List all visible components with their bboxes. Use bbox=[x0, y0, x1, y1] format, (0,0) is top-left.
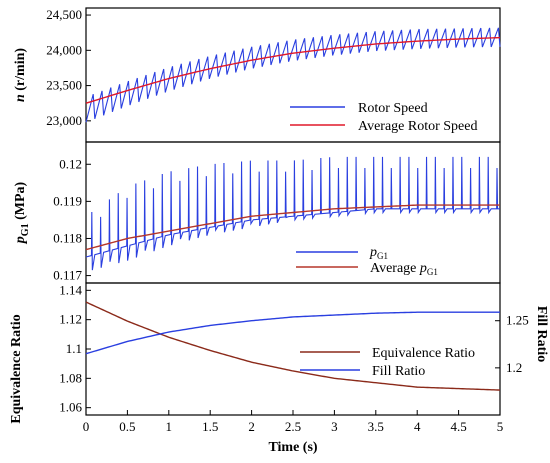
bottom-right-ytick-label: 1.2 bbox=[506, 360, 522, 375]
rotor-speed-series-line bbox=[85, 27, 501, 123]
middle-y-label-subscript: G1 bbox=[20, 223, 31, 236]
top-y-label-rest: (r/min) bbox=[13, 48, 28, 95]
middle-y-label-italic: p bbox=[13, 236, 28, 244]
x-tick-label: 1 bbox=[166, 419, 173, 434]
legend-pressure-label: pG1 bbox=[369, 245, 388, 261]
equivalence-ratio-series-line bbox=[85, 301, 501, 391]
top-y-label-italic: n bbox=[13, 94, 28, 102]
legend-average-pressure-subscript: G1 bbox=[427, 267, 438, 277]
legend-rotor-speed-label: Rotor Speed bbox=[358, 101, 428, 116]
x-tick-label: 4.5 bbox=[450, 419, 466, 434]
top-ytick-label: 23,000 bbox=[46, 113, 82, 128]
middle-ytick-label: 0.12 bbox=[59, 156, 82, 171]
bottom-ytick-label: 1.08 bbox=[59, 370, 82, 385]
x-axis-label: Time (s) bbox=[268, 440, 317, 455]
average-rotor-speed-series-line bbox=[85, 36, 501, 104]
legend-pressure-italic: p bbox=[369, 245, 377, 260]
bottom-ytick-label: 1.14 bbox=[59, 282, 82, 297]
top-ytick-label: 23,500 bbox=[46, 78, 82, 93]
x-tick-label: 0 bbox=[83, 419, 90, 434]
x-tick-label: 3 bbox=[331, 419, 338, 434]
rotor-speed-panel: 23,000 23,500 24,000 24,500 n (r/min) Rotor S… bbox=[13, 7, 501, 143]
bottom-ytick-label: 1.1 bbox=[66, 341, 82, 356]
top-ytick-label: 24,500 bbox=[46, 7, 82, 22]
x-tick-label: 2.5 bbox=[285, 419, 301, 434]
bottom-ytick-label: 1.06 bbox=[59, 400, 82, 415]
fill-ratio-series-line bbox=[85, 311, 500, 355]
legend-average-rotor-speed-label: Average Rotor Speed bbox=[358, 119, 477, 134]
pressure-series-line bbox=[85, 156, 500, 271]
legend-average-pressure-prefix: Average bbox=[370, 261, 420, 276]
bottom-ytick-label: 1.12 bbox=[59, 312, 82, 327]
top-y-axis-label: n (r/min) bbox=[13, 48, 28, 102]
x-tick-label: 2 bbox=[248, 419, 255, 434]
middle-y-axis-label: pG1 (MPa) bbox=[13, 181, 31, 244]
bottom-right-ytick-label: 1.25 bbox=[506, 313, 529, 328]
legend-pressure-subscript: G1 bbox=[377, 251, 388, 261]
x-tick-label: 4 bbox=[414, 419, 421, 434]
middle-ytick-label: 0.118 bbox=[53, 230, 82, 245]
legend-average-pressure-label: Average pG1 bbox=[370, 261, 438, 277]
bottom-left-y-axis-label: Equivalence Ratio bbox=[9, 314, 24, 423]
equivalence-fill-ratio-panel: 1.06 1.08 1.1 1.12 1.14 1.2 1.25 0 0.5 1 1.5 2 2.5 3 3… bbox=[9, 282, 549, 455]
bottom-right-y-axis-label: Fill Ratio bbox=[534, 306, 549, 362]
x-tick-label: 3.5 bbox=[368, 419, 384, 434]
legend-fill-ratio-label: Fill Ratio bbox=[372, 364, 425, 379]
x-tick-label: 0.5 bbox=[119, 419, 135, 434]
top-ytick-label: 24,000 bbox=[46, 42, 82, 57]
x-tick-label: 5 bbox=[497, 419, 504, 434]
x-tick-label: 1.5 bbox=[202, 419, 218, 434]
legend-equivalence-ratio-label: Equivalence Ratio bbox=[372, 346, 475, 361]
middle-ytick-label: 0.119 bbox=[53, 193, 82, 208]
average-pressure-series-line bbox=[85, 204, 500, 251]
legend-average-pressure-italic: p bbox=[419, 261, 427, 276]
middle-y-label-rest: (MPa) bbox=[13, 181, 28, 223]
middle-ytick-label: 0.117 bbox=[53, 268, 82, 283]
